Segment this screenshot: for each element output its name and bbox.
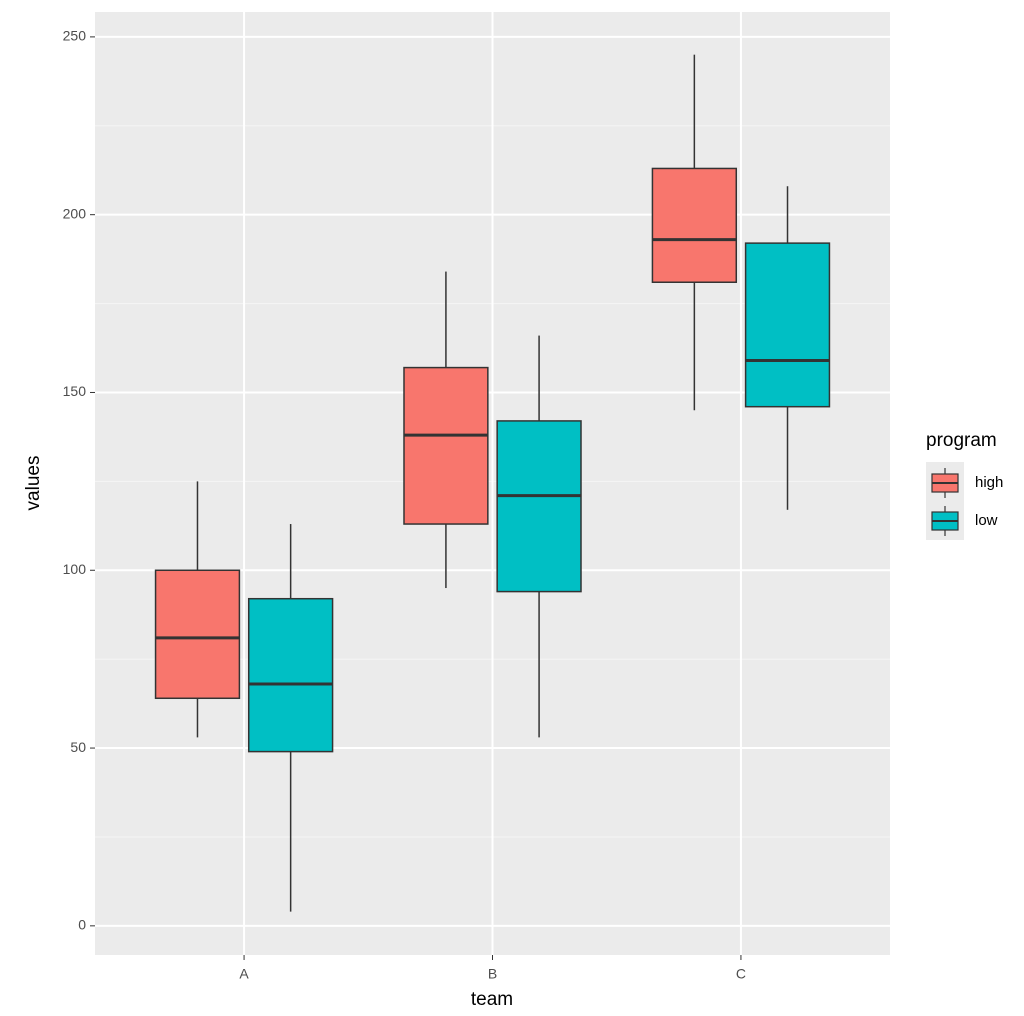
legend-label: high bbox=[975, 474, 1003, 491]
x-tick-label: A bbox=[239, 966, 249, 982]
box bbox=[247, 597, 334, 753]
x-tick-label: B bbox=[488, 966, 497, 982]
x-tick-label: C bbox=[736, 966, 746, 982]
y-tick-label: 0 bbox=[78, 917, 86, 933]
y-axis-title: values bbox=[23, 456, 44, 511]
box bbox=[651, 167, 738, 283]
box bbox=[403, 366, 489, 525]
y-tick-label: 250 bbox=[63, 28, 87, 44]
legend-title: program bbox=[926, 430, 997, 451]
y-tick-label: 50 bbox=[70, 739, 86, 755]
box bbox=[154, 569, 241, 700]
legend-label: low bbox=[975, 512, 998, 529]
box bbox=[496, 420, 582, 593]
y-tick-label: 100 bbox=[63, 561, 87, 577]
x-axis-title: team bbox=[471, 989, 513, 1010]
y-tick-label: 150 bbox=[63, 383, 87, 399]
y-tick-label: 200 bbox=[63, 205, 87, 221]
box bbox=[744, 242, 831, 408]
